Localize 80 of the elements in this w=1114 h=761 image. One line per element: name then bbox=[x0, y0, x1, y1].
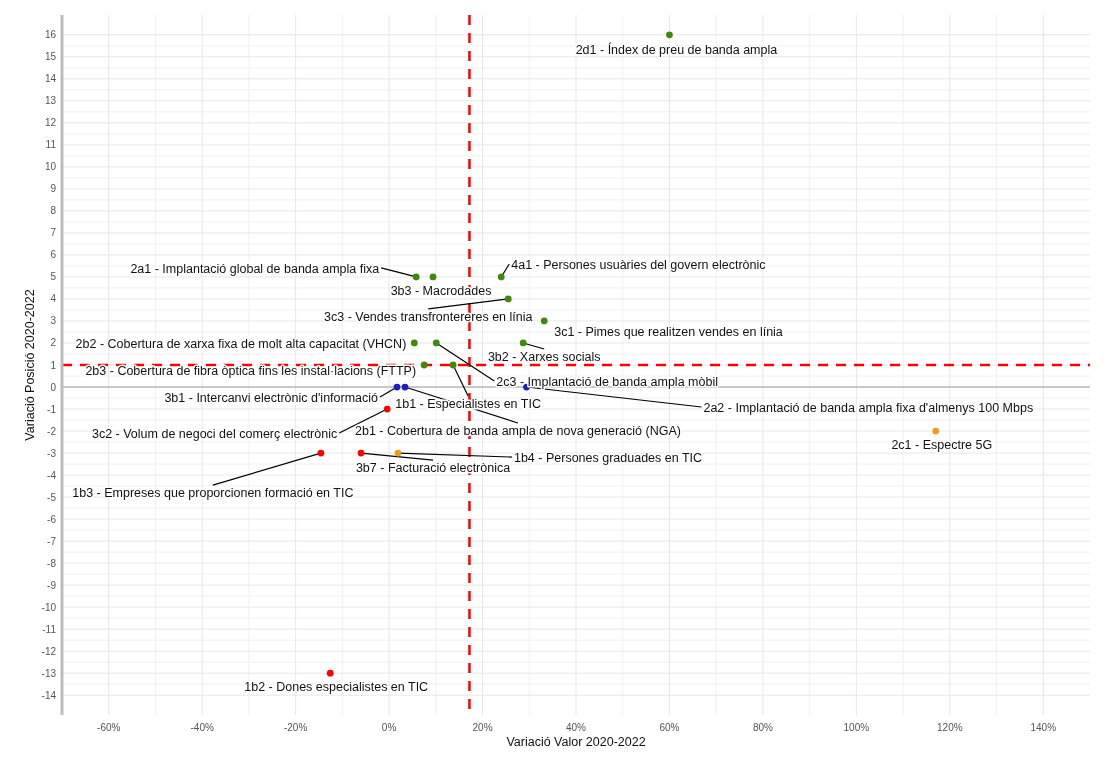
annotation: 2b1 - Cobertura de banda ampla de nova generació (NGA) bbox=[355, 424, 681, 439]
y-tick-label: -6 bbox=[47, 513, 57, 525]
point bbox=[432, 339, 440, 347]
x-tick-label: 40% bbox=[565, 722, 587, 733]
y-tick-label: -3 bbox=[47, 447, 57, 459]
annotation: 2b2 - Cobertura de xarxa fixa de molt alta capacitat (VHCN) bbox=[75, 336, 407, 351]
y-tick-label: -14 bbox=[41, 689, 57, 701]
x-tick-label: 0% bbox=[381, 722, 397, 733]
y-tick-label: -7 bbox=[47, 535, 57, 547]
point bbox=[357, 449, 365, 457]
x-tick-label: -40% bbox=[190, 722, 214, 733]
annotation: 3c1 - Pimes que realitzen vendes en línia bbox=[554, 324, 783, 339]
x-axis-title: Variació Valor 2020-2022 bbox=[506, 735, 646, 749]
y-tick-label: -12 bbox=[41, 645, 57, 657]
y-tick-label: -10 bbox=[41, 601, 57, 613]
point bbox=[449, 361, 457, 369]
y-tick-label: 0 bbox=[50, 381, 57, 393]
point bbox=[932, 427, 940, 435]
y-tick-label: 1 bbox=[50, 359, 57, 371]
y-tick-label: -1 bbox=[47, 403, 57, 415]
point bbox=[326, 669, 334, 677]
x-tick-label: -60% bbox=[97, 722, 121, 733]
y-tick-label: -9 bbox=[47, 579, 57, 591]
point bbox=[504, 295, 512, 303]
point bbox=[420, 361, 428, 369]
point bbox=[429, 273, 437, 281]
y-tick-label: 7 bbox=[50, 227, 57, 239]
point bbox=[497, 273, 505, 281]
annotation: 2a2 - Implantació de banda ampla fixa d'almenys 100 Mbps bbox=[703, 401, 1034, 416]
annotation: 2c3 - Implantació de banda ampla mòbil bbox=[496, 374, 718, 389]
y-tick-label: 2 bbox=[50, 337, 57, 349]
y-tick-label: 11 bbox=[45, 139, 57, 151]
annotation: 3b1 - Intercanvi electrònic d'informació bbox=[164, 391, 379, 406]
x-tick-label: 100% bbox=[843, 722, 870, 733]
y-tick-label: -13 bbox=[41, 667, 57, 679]
annotation: 3b2 - Xarxes socials bbox=[487, 349, 601, 364]
x-tick-label: 20% bbox=[472, 722, 493, 733]
annotation: 1b3 - Empreses que proporcionen formació en TIC bbox=[72, 486, 354, 501]
x-tick-label: 60% bbox=[659, 722, 680, 733]
y-axis-title: Variació Posició 2020-2022 bbox=[23, 289, 37, 441]
point bbox=[540, 317, 548, 325]
annotation: 1b2 - Dones especialistes en TIC bbox=[244, 680, 429, 695]
y-tick-label: 5 bbox=[50, 271, 57, 283]
point bbox=[412, 273, 420, 281]
y-tick-label: -11 bbox=[42, 623, 57, 635]
y-tick-label: 4 bbox=[50, 293, 57, 305]
y-tick-label: 10 bbox=[44, 161, 57, 173]
y-tick-label: 15 bbox=[44, 51, 57, 63]
y-tick-label: 16 bbox=[44, 29, 57, 41]
y-tick-label: 6 bbox=[50, 249, 57, 261]
point bbox=[666, 31, 673, 39]
point bbox=[393, 383, 401, 391]
point bbox=[401, 383, 409, 391]
point bbox=[394, 449, 402, 457]
point bbox=[519, 339, 527, 347]
x-tick-label: 80% bbox=[752, 722, 774, 733]
y-tick-label: 12 bbox=[44, 117, 57, 129]
y-tick-label: 14 bbox=[44, 73, 57, 85]
y-tick-label: -8 bbox=[47, 557, 57, 569]
annotation: 2d1 - Índex de preu de banda ampla bbox=[575, 41, 778, 57]
point bbox=[317, 449, 325, 457]
annotation: 1b4 - Persones graduades en TIC bbox=[513, 451, 703, 466]
x-tick-label: 120% bbox=[937, 722, 963, 733]
annotation: 3c2 - Volum de negoci del comerç electrònic bbox=[91, 427, 338, 442]
x-tick-label: -20% bbox=[283, 722, 308, 733]
annotation: 2c1 - Espectre 5G bbox=[891, 438, 993, 453]
annotation: 4a1 - Persones usuàries del govern electrònic bbox=[511, 257, 766, 272]
point bbox=[383, 405, 391, 413]
annotation: 2b3 - Cobertura de fibra òptica fins les instal·lacions (FTTP) bbox=[85, 364, 417, 378]
x-tick-label: 140% bbox=[1030, 722, 1057, 733]
y-tick-label: 3 bbox=[50, 315, 57, 327]
y-tick-label: -2 bbox=[47, 425, 57, 437]
y-tick-label: -4 bbox=[47, 469, 57, 481]
y-tick-label: 13 bbox=[44, 95, 57, 107]
y-tick-label: 8 bbox=[50, 205, 57, 217]
y-tick-label: -5 bbox=[47, 491, 57, 503]
y-tick-label: 9 bbox=[50, 183, 57, 195]
annotation: 3c3 - Vendes transfrontereres en línia bbox=[324, 309, 533, 324]
annotation: 2a1 - Implantació global de banda ampla fixa bbox=[130, 261, 380, 276]
point bbox=[410, 339, 418, 347]
